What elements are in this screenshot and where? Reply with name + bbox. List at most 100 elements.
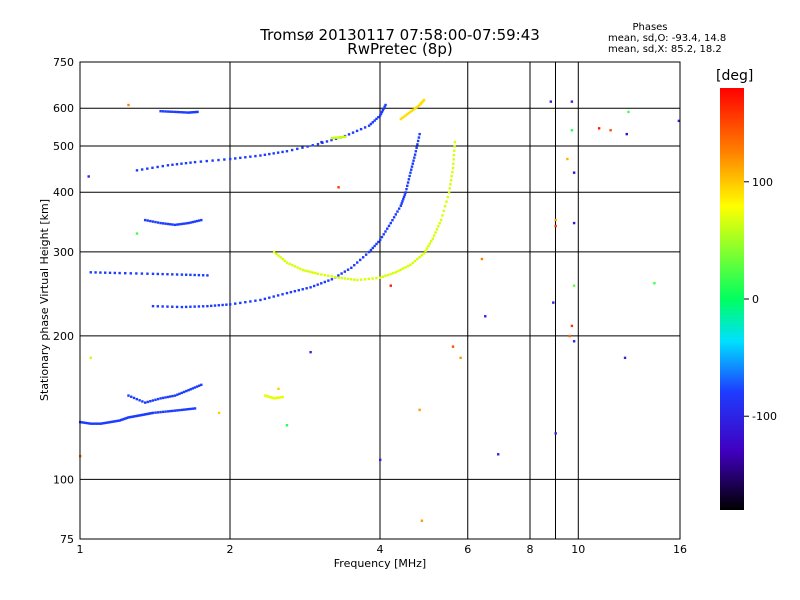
y-tick-label: 400: [53, 186, 74, 199]
data-point: [373, 244, 376, 248]
data-point: [425, 247, 429, 250]
x-tick-label: 8: [527, 543, 534, 556]
data-point: [175, 273, 179, 276]
data-point: [301, 288, 304, 291]
data-point: [609, 129, 612, 132]
data-point: [156, 165, 159, 169]
data-point: [327, 274, 330, 277]
data-point: [266, 395, 270, 398]
data-point: [97, 422, 101, 425]
data-point: [127, 103, 130, 107]
phases-o-stats: mean, sd,O: -93.4, 14.8: [608, 33, 726, 44]
data-point: [406, 181, 410, 184]
data-point: [176, 110, 179, 114]
data-point: [197, 384, 201, 387]
data-point: [311, 271, 315, 274]
data-point: [280, 396, 283, 399]
data-point: [223, 158, 226, 161]
phases-x-label: mean, sd,X:: [608, 44, 668, 55]
data-point: [82, 421, 85, 424]
data-point: [451, 345, 455, 348]
data-point: [453, 145, 456, 148]
data-point: [459, 356, 462, 360]
data-point: [135, 272, 138, 275]
data-point: [234, 302, 237, 305]
data-point: [197, 305, 201, 308]
data-point: [193, 110, 196, 114]
colorbar-tick-label: 100: [752, 176, 773, 189]
data-point: [94, 422, 97, 425]
data-point: [407, 178, 411, 181]
x-tick-label: 4: [377, 543, 384, 556]
data-point: [146, 219, 149, 222]
data-point: [405, 187, 408, 191]
data-point: [552, 301, 555, 304]
data-point: [412, 159, 415, 162]
data-point: [149, 412, 152, 415]
data-point: [281, 257, 284, 261]
data-point: [389, 284, 392, 287]
data-point: [94, 271, 97, 274]
data-point: [450, 174, 453, 178]
data-point: [141, 400, 144, 403]
data-point: [99, 271, 102, 274]
data-point: [166, 222, 170, 226]
data-point: [427, 244, 430, 248]
data-point: [191, 111, 195, 114]
data-point: [446, 195, 449, 199]
data-point: [173, 394, 177, 397]
data-point: [106, 421, 109, 424]
data-point: [87, 175, 90, 178]
data-point: [402, 115, 406, 118]
data-point: [373, 119, 376, 122]
data-point: [350, 266, 353, 269]
data-point: [131, 415, 134, 418]
data-point: [363, 126, 367, 129]
data-point: [217, 411, 221, 415]
data-point: [293, 265, 297, 268]
data-point: [409, 263, 412, 267]
data-point: [118, 271, 121, 275]
data-point: [156, 397, 160, 401]
data-point: [285, 424, 289, 427]
data-point: [191, 220, 195, 224]
data-point: [323, 273, 327, 277]
data-point: [132, 396, 136, 400]
data-point: [394, 271, 398, 274]
data-point: [411, 261, 414, 265]
data-point: [190, 111, 193, 114]
data-point: [154, 220, 157, 224]
data-point: [182, 408, 186, 411]
data-point: [430, 239, 433, 243]
data-point: [171, 409, 174, 413]
data-point: [166, 273, 169, 276]
data-point: [159, 110, 162, 113]
data-point: [91, 422, 94, 425]
data-point: [320, 282, 323, 285]
data-point: [184, 273, 188, 276]
data-point: [409, 110, 412, 114]
data-point: [301, 268, 305, 272]
data-point: [156, 272, 160, 276]
data-point: [189, 305, 192, 308]
data-point: [414, 150, 418, 153]
data-point: [380, 235, 384, 239]
data-point: [316, 272, 320, 276]
data-point: [128, 415, 132, 419]
data-point: [239, 156, 242, 160]
data-point: [171, 163, 174, 166]
data-point: [107, 421, 111, 424]
chart-title: Tromsø 20130117 07:58:00-07:59:43: [260, 26, 540, 44]
data-point: [89, 422, 92, 425]
data-point: [151, 399, 155, 402]
data-point: [413, 156, 416, 159]
data-point: [132, 415, 136, 418]
data-point: [272, 397, 276, 400]
data-point: [343, 277, 347, 280]
data-point: [101, 422, 104, 425]
data-point: [356, 278, 359, 282]
data-point: [346, 268, 350, 271]
phases-title: Phases: [632, 22, 668, 33]
data-point: [89, 271, 92, 274]
data-point: [340, 276, 343, 280]
